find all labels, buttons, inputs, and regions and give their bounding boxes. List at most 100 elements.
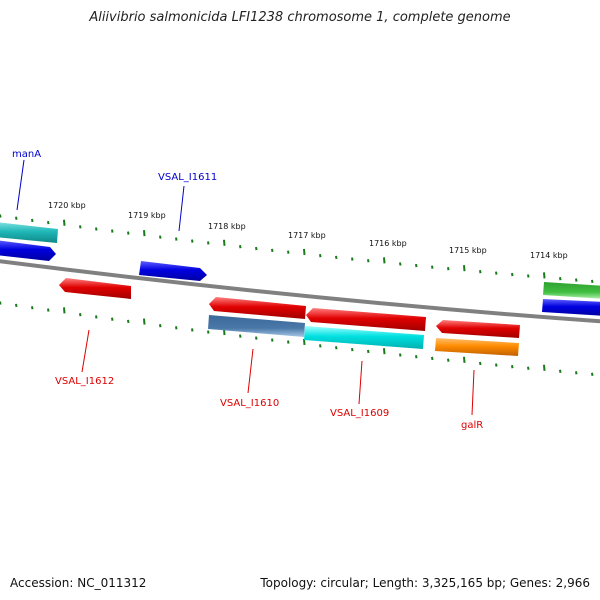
minor-tick xyxy=(255,246,258,251)
map-title: Aliivibrio salmonicida LFI1238 chromosom… xyxy=(89,10,511,25)
minor-tick xyxy=(271,248,274,253)
inner-tick-track xyxy=(0,301,594,376)
minor-tick xyxy=(127,319,130,324)
minor-tick xyxy=(287,250,290,254)
minor-tick xyxy=(367,349,370,354)
minor-tick xyxy=(79,225,82,229)
scale-label-1718: 1718 kbp xyxy=(208,222,246,231)
minor-tick xyxy=(271,338,274,342)
gene-green-forward-right[interactable] xyxy=(543,282,600,299)
major-tick xyxy=(463,265,466,272)
gene-VSAL-I1610-arrow[interactable] xyxy=(209,297,306,319)
minor-tick xyxy=(239,245,242,249)
minor-tick xyxy=(287,340,290,344)
scale-label-1717: 1717 kbp xyxy=(288,231,326,240)
outer-tick-track xyxy=(0,214,594,284)
leader-line-VSAL-I1610 xyxy=(247,348,254,394)
minor-tick xyxy=(111,229,114,233)
minor-tick xyxy=(111,317,114,321)
minor-tick xyxy=(431,265,434,269)
chromosome-backbone xyxy=(0,259,600,324)
minor-tick xyxy=(15,303,18,308)
minor-tick xyxy=(479,270,482,274)
minor-tick xyxy=(79,313,82,317)
minor-tick xyxy=(575,371,578,375)
minor-tick xyxy=(95,315,98,319)
minor-tick xyxy=(191,328,194,332)
leader-line-manA xyxy=(16,159,25,211)
major-tick xyxy=(303,248,306,256)
minor-tick xyxy=(495,271,498,275)
minor-tick xyxy=(559,369,562,373)
minor-tick xyxy=(95,227,98,231)
minor-tick xyxy=(159,324,162,328)
minor-tick xyxy=(575,278,578,282)
major-tick xyxy=(383,257,386,264)
minor-tick xyxy=(511,272,514,277)
minor-tick xyxy=(159,235,162,239)
minor-tick xyxy=(239,334,242,338)
minor-tick xyxy=(207,241,210,245)
gene-label-VSAL-I1609[interactable]: VSAL_I1609 xyxy=(330,408,389,419)
minor-tick xyxy=(415,355,418,359)
minor-tick xyxy=(335,346,338,350)
minor-tick xyxy=(399,262,402,266)
minor-tick xyxy=(447,267,450,271)
minor-tick xyxy=(319,254,322,258)
minor-tick xyxy=(191,239,194,243)
gene-label-VSAL-I1611[interactable]: VSAL_I1611 xyxy=(158,172,217,183)
minor-tick xyxy=(335,255,338,260)
gene-blue-forward-left[interactable] xyxy=(0,240,56,261)
gene-VSAL-I1609-arrow[interactable] xyxy=(306,308,426,331)
minor-tick xyxy=(319,344,322,348)
gene-blue-forward-right[interactable] xyxy=(542,299,600,316)
minor-tick xyxy=(495,363,498,367)
scale-label-1716: 1716 kbp xyxy=(369,239,407,248)
gene-label-galR[interactable]: galR xyxy=(461,420,483,431)
minor-tick xyxy=(47,308,50,312)
major-tick xyxy=(463,356,466,363)
minor-tick xyxy=(0,214,2,218)
accession-text: Accession: NC_011312 xyxy=(10,576,147,590)
minor-tick xyxy=(511,365,514,369)
scale-label-1715: 1715 kbp xyxy=(449,246,487,255)
scale-label-1719: 1719 kbp xyxy=(128,211,166,220)
minor-tick xyxy=(31,218,34,223)
minor-tick xyxy=(31,306,34,310)
leader-line-VSAL-I1612 xyxy=(81,329,90,373)
minor-tick xyxy=(351,257,354,261)
minor-tick xyxy=(351,347,354,352)
major-tick xyxy=(543,272,546,279)
gene-label-manA[interactable]: manA xyxy=(12,149,41,160)
leader-line-VSAL-I1611 xyxy=(178,185,185,232)
minor-tick xyxy=(0,301,2,305)
major-tick xyxy=(143,230,146,237)
minor-tick xyxy=(591,279,594,284)
minor-tick xyxy=(527,366,530,370)
major-tick xyxy=(383,348,386,355)
minor-tick xyxy=(207,330,210,334)
leader-line-VSAL-I1609 xyxy=(358,360,363,405)
minor-tick xyxy=(47,220,50,225)
minor-tick xyxy=(367,259,370,263)
gene-manA-arrow[interactable] xyxy=(0,222,58,243)
gene-galR-cds[interactable] xyxy=(435,338,519,356)
gene-VSAL-I1612-arrow[interactable] xyxy=(59,278,131,299)
major-tick xyxy=(63,307,66,314)
gene-VSAL-I1609-cds[interactable] xyxy=(304,326,424,349)
major-tick xyxy=(543,364,546,371)
minor-tick xyxy=(559,277,562,281)
gene-VSAL-I1610-cds[interactable] xyxy=(208,315,305,337)
major-tick xyxy=(143,318,146,325)
gene-VSAL-I1611-arrow[interactable] xyxy=(139,261,207,281)
gene-label-VSAL-I1610[interactable]: VSAL_I1610 xyxy=(220,398,279,409)
gene-label-VSAL-I1612[interactable]: VSAL_I1612 xyxy=(55,376,114,387)
gene-galR-arrow[interactable] xyxy=(436,320,520,338)
minor-tick xyxy=(591,372,594,376)
genome-summary-text: Topology: circular; Length: 3,325,165 bp… xyxy=(260,576,590,590)
minor-tick xyxy=(127,231,130,235)
minor-tick xyxy=(399,353,402,357)
major-tick xyxy=(63,219,66,226)
scale-label-1714: 1714 kbp xyxy=(530,251,568,260)
